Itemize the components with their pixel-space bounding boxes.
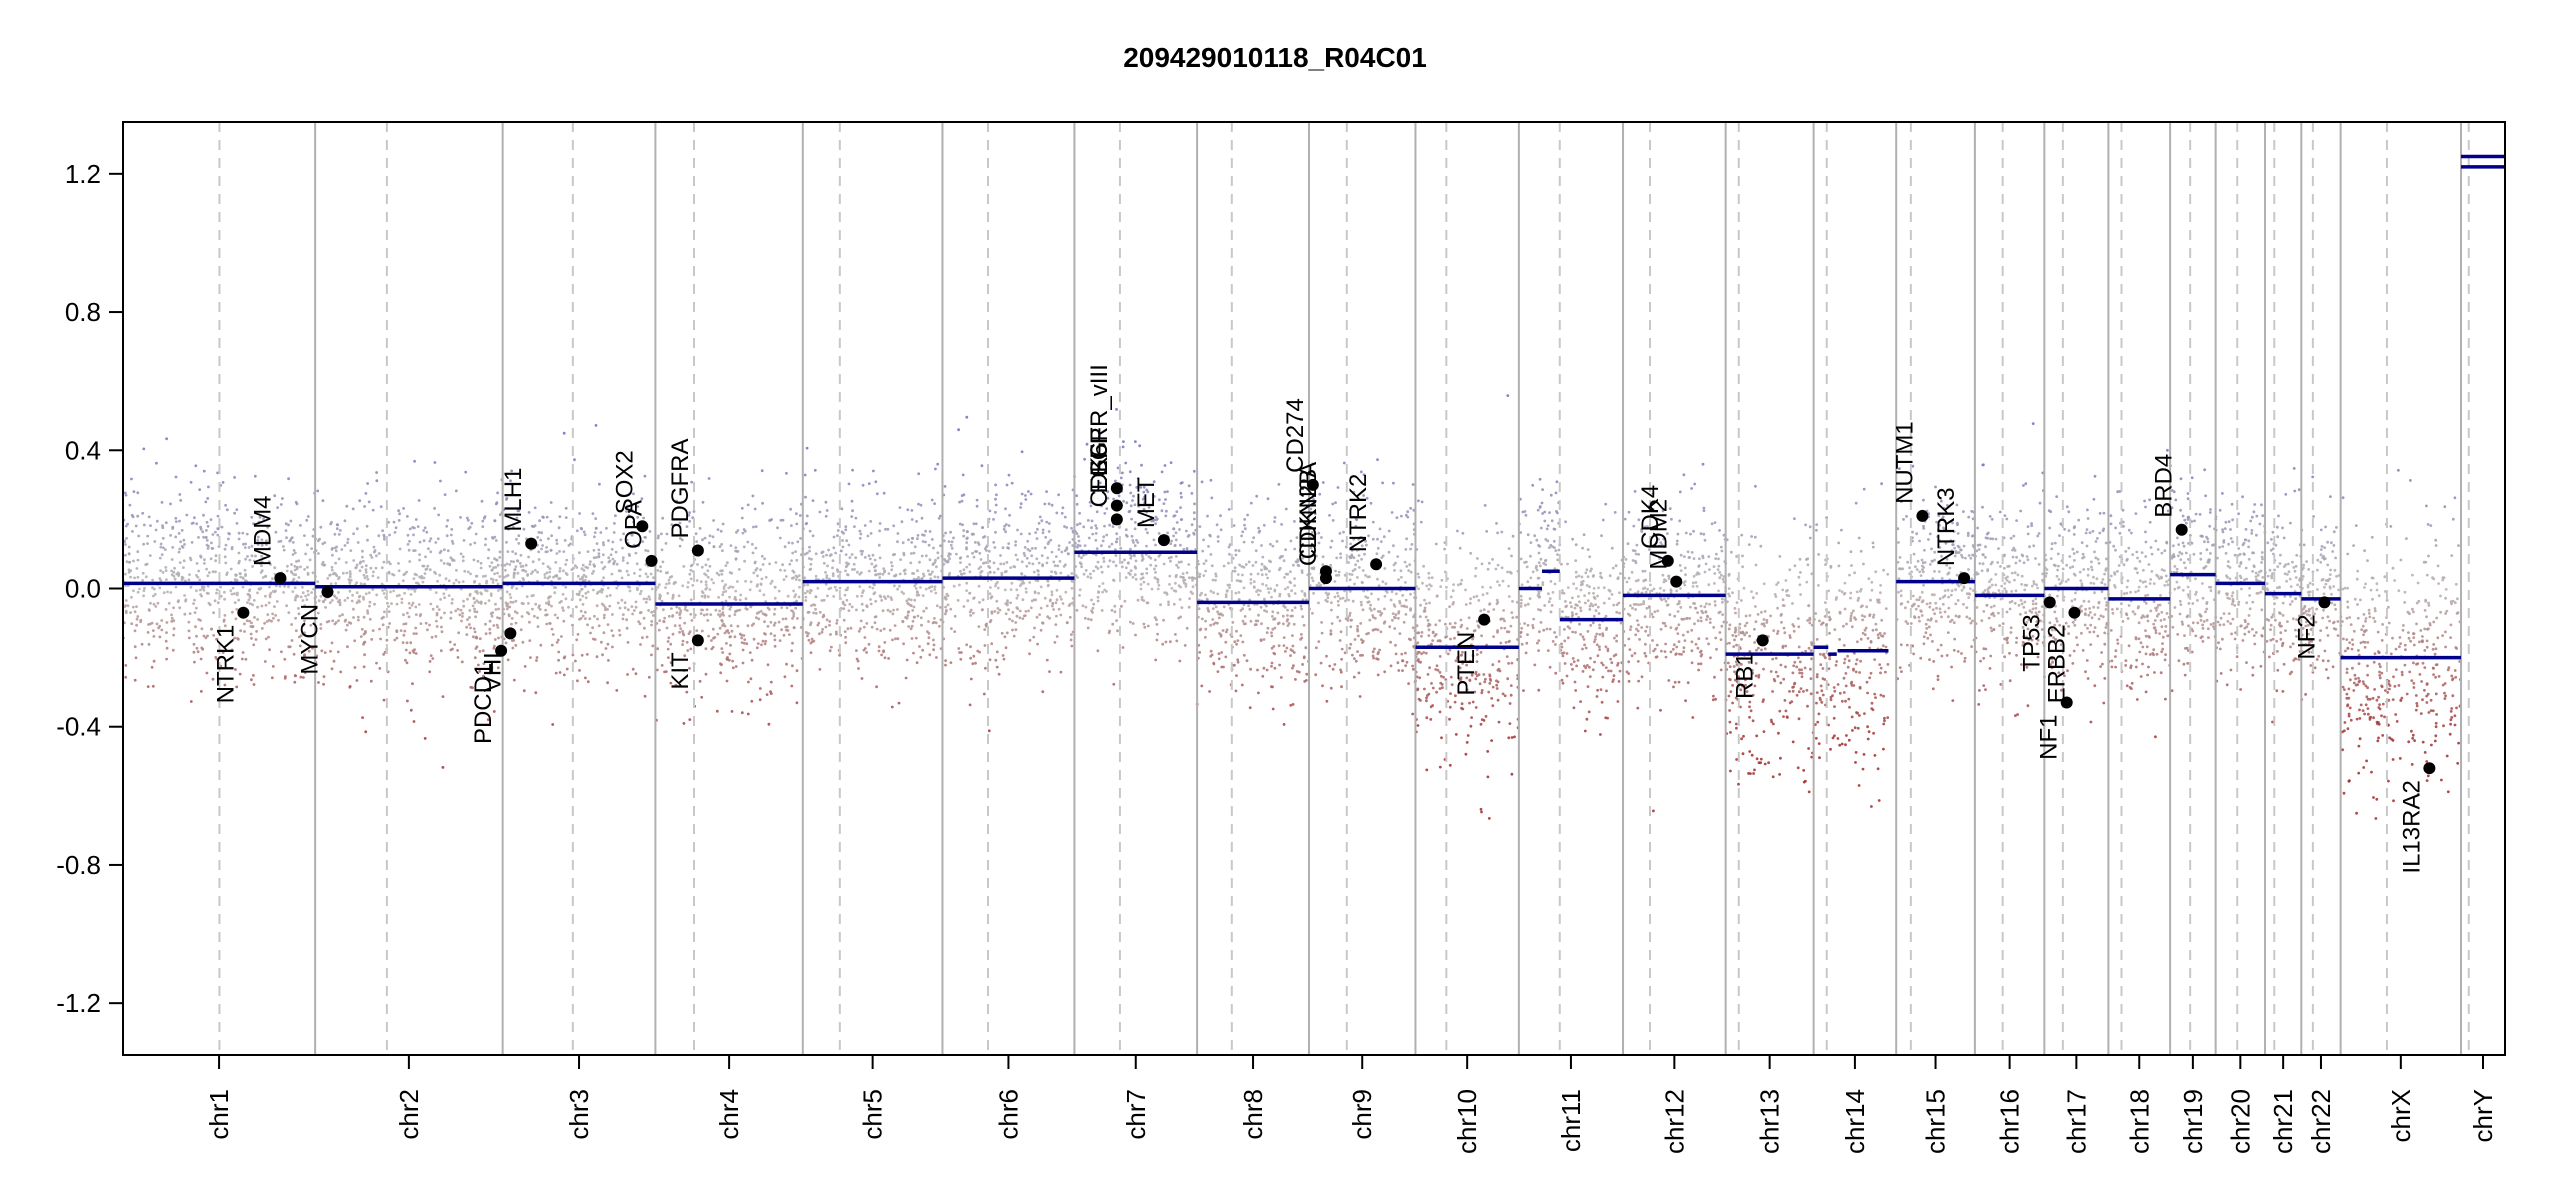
y-tick-label: 0.8: [65, 297, 101, 327]
gene-point-cd274: [1306, 478, 1319, 491]
gene-label-ntrk3: NTRK3: [1933, 487, 1960, 566]
gene-point-pten: [1478, 613, 1491, 626]
gene-label-pten: PTEN: [1453, 632, 1480, 696]
gene-label-erbb2: ERBB2: [2043, 625, 2070, 704]
gene-label-met: MET: [1133, 477, 1160, 528]
gene-point-brd4: [2175, 523, 2188, 536]
gene-label-cdk6: CDK6: [1086, 443, 1113, 507]
gene-point-mdm4: [274, 572, 287, 585]
gene-point-pdcd1: [495, 644, 508, 657]
gene-label-nf2: NF2: [2293, 614, 2320, 659]
x-tick-label-chr20: chr20: [2225, 1089, 2255, 1154]
x-tick-label-chr15: chr15: [1921, 1089, 1951, 1154]
gene-point-ntrk3: [1958, 572, 1971, 585]
centromere-lines: [218, 122, 2470, 1055]
gene-label-cdkn2b: CDKN2B: [1295, 469, 1322, 566]
gene-label-cdk4: CDK4: [1637, 485, 1664, 549]
gene-point-nf2: [2318, 596, 2331, 609]
x-tick-label-chr9: chr9: [1347, 1089, 1377, 1140]
gene-point-egfr: [1110, 499, 1123, 512]
gene-label-ntrk2: NTRK2: [1345, 474, 1372, 553]
gene-label-mlh1: MLH1: [500, 468, 527, 532]
x-tick-label-chrY: chrY: [2468, 1089, 2498, 1142]
x-tick-label-chr14: chr14: [1840, 1089, 1870, 1154]
gene-point-kit: [691, 634, 704, 647]
gene-point-mdm2: [1670, 575, 1683, 588]
y-tick-label: -0.8: [56, 850, 101, 880]
x-tick-label-chr18: chr18: [2124, 1089, 2154, 1154]
gene-label-vhl: VHL: [479, 645, 506, 692]
gene-label-cd274: CD274: [1282, 398, 1309, 473]
gene-point-nf1: [2060, 696, 2073, 709]
y-tick-label: 0.4: [65, 435, 101, 465]
x-tick-label-chr11: chr11: [1556, 1089, 1586, 1152]
gene-label-mycn: MYCN: [296, 604, 323, 675]
x-tick-label-chr12: chr12: [1659, 1089, 1689, 1154]
gene-label-sox2: SOX2: [611, 450, 638, 514]
gene-point-erbb2: [2068, 606, 2081, 619]
x-tick-label-chr8: chr8: [1238, 1089, 1268, 1140]
x-tick-label-chr13: chr13: [1755, 1089, 1785, 1154]
gene-label-pdcd1: PDCD1: [470, 663, 497, 744]
gene-point-sox2: [636, 520, 649, 533]
x-tick-label-chr4: chr4: [714, 1089, 744, 1140]
gene-point-mycn: [321, 585, 334, 598]
gene-point-cdk4: [1661, 554, 1674, 567]
x-tick-label-chr1: chr1: [204, 1089, 234, 1140]
gene-point-pdgfra: [691, 544, 704, 557]
gene-label-egfr: EGFR: [1086, 427, 1113, 494]
x-tick-label-chr3: chr3: [564, 1089, 594, 1140]
y-tick-label: 1.2: [65, 159, 101, 189]
y-tick-label: -1.2: [56, 988, 101, 1018]
y-tick-label: 0.0: [65, 574, 101, 604]
x-tick-label-chr22: chr22: [2306, 1089, 2336, 1154]
gene-label-nutm1: NUTM1: [1891, 421, 1918, 504]
x-tick-label-chrX: chrX: [2386, 1089, 2416, 1142]
gene-point-cdk6: [1110, 513, 1123, 526]
gene-point-met: [1157, 534, 1170, 547]
gene-label-brd4: BRD4: [2151, 454, 2178, 518]
gene-point-opa: [645, 554, 658, 567]
gene-label-kit: KIT: [667, 652, 694, 690]
gene-label-rb1: RB1: [1732, 652, 1759, 699]
chart-title: 209429010118_R04C01: [1123, 42, 1427, 73]
y-tick-label: -0.4: [56, 712, 101, 742]
x-tick-label-chr5: chr5: [858, 1089, 888, 1140]
x-tick-label-chr19: chr19: [2178, 1089, 2208, 1154]
gene-point-ntrk2: [1370, 558, 1383, 571]
gene-label-cdkn2a: CDKN2A: [1295, 462, 1322, 559]
gene-label-egfr_viii: EGFR_vIII: [1086, 364, 1113, 476]
gene-label-tp53: TP53: [2019, 614, 2046, 671]
x-tick-label-chr17: chr17: [2061, 1089, 2091, 1154]
gene-label-mdm2: MDM2: [1645, 499, 1672, 570]
gene-label-pdgfra: PDGFRA: [667, 438, 694, 538]
gene-point-ntrk1: [237, 606, 250, 619]
x-tick-label-chr2: chr2: [394, 1089, 424, 1140]
gene-point-cdkn2b: [1319, 572, 1332, 585]
gene-point-nutm1: [1916, 509, 1929, 522]
gene-point-il13ra2: [2423, 762, 2436, 775]
gene-label-nf1: NF1: [2036, 715, 2063, 760]
axes: 1.2 0.8 0.4 0.0 -0.4 -0.8 -1.2 chr1 chr2 chr3 chr4…: [56, 121, 2506, 1154]
x-tick-label-chr16: chr16: [1995, 1089, 2025, 1154]
gene-label-ntrk1: NTRK1: [212, 625, 239, 704]
gene-label-mdm4: MDM4: [249, 495, 276, 566]
gene-point-mlh1: [525, 537, 538, 550]
segment-lines: [123, 154, 2505, 660]
gene-label-opa: OPA: [621, 500, 648, 549]
x-tick-label-chr6: chr6: [993, 1089, 1023, 1140]
x-tick-label-chr10: chr10: [1452, 1089, 1482, 1154]
probe-points-layer: [121, 394, 2462, 820]
x-tick-label-chr21: chr21: [2268, 1089, 2298, 1154]
gene-label-il13ra2: IL13RA2: [2398, 780, 2425, 873]
x-tick-label-chr7: chr7: [1121, 1089, 1151, 1140]
gene-point-tp53: [2043, 596, 2056, 609]
gene-point-vhl: [504, 627, 517, 640]
gene-point-rb1: [1756, 634, 1769, 647]
gene-point-egfr_viii: [1110, 482, 1123, 495]
